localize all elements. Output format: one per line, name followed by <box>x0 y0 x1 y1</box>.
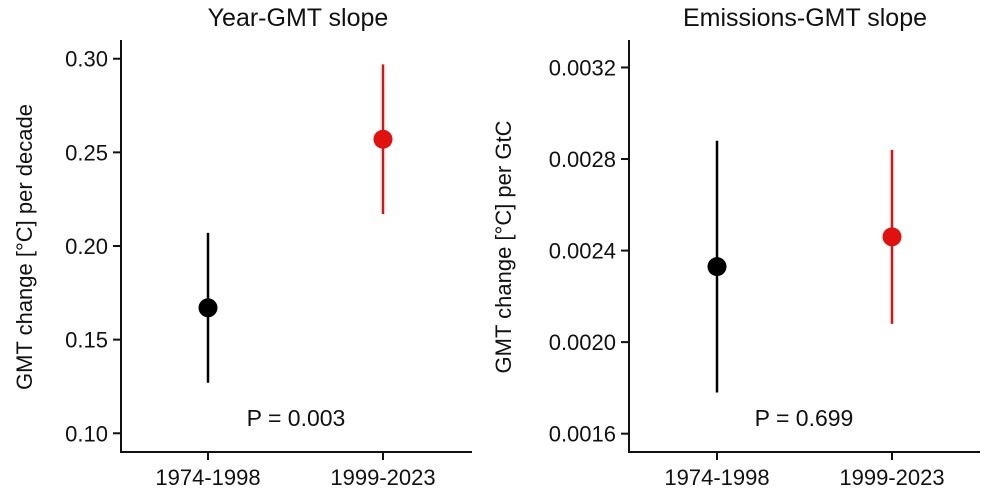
y-tick-label: 0.0016 <box>549 422 616 447</box>
y-tick-label: 0.0020 <box>549 330 616 355</box>
x-tick-label: 1974-1998 <box>155 465 260 490</box>
x-tick-label: 1999-2023 <box>330 465 435 490</box>
chart-title: Year-GMT slope <box>208 4 389 32</box>
y-axis-label: GMT change [°C] per decade <box>12 104 37 390</box>
y-tick-label: 0.0028 <box>549 147 616 172</box>
axis-lines <box>628 40 980 453</box>
data-marks <box>707 140 902 393</box>
y-tick-label: 0.20 <box>65 234 108 259</box>
p-value-annotation: P = 0.699 <box>755 405 854 431</box>
p-value-annotation: P = 0.003 <box>247 405 346 431</box>
y-tick-label: 0.0032 <box>549 55 616 80</box>
x-ticks: 1974-1998 1999-2023 <box>664 452 945 490</box>
chart-title: Emissions-GMT slope <box>683 4 927 32</box>
y-tick-label: 0.0024 <box>549 239 616 264</box>
y-tick-label: 0.10 <box>65 421 108 446</box>
panel-emissions-gmt: Emissions-GMT slope GMT change [°C] per … <box>491 4 980 490</box>
y-tick-label: 0.15 <box>65 328 108 353</box>
y-ticks: 0.0016 0.0020 0.0024 0.0028 0.0032 <box>549 55 629 447</box>
data-point <box>198 298 218 318</box>
data-point <box>882 227 902 247</box>
y-axis-label: GMT change [°C] per GtC <box>491 120 516 373</box>
axis-lines <box>120 40 472 453</box>
x-tick-label: 1974-1998 <box>664 465 769 490</box>
panel-year-gmt: Year-GMT slope GMT change [°C] per decad… <box>12 4 472 490</box>
x-ticks: 1974-1998 1999-2023 <box>155 452 436 490</box>
data-marks <box>198 64 393 383</box>
data-point <box>373 129 393 149</box>
y-tick-label: 0.25 <box>65 140 108 165</box>
data-point <box>707 257 727 277</box>
y-ticks: 0.10 0.15 0.20 0.25 0.30 <box>65 47 121 446</box>
x-tick-label: 1999-2023 <box>839 465 944 490</box>
y-tick-label: 0.30 <box>65 47 108 72</box>
